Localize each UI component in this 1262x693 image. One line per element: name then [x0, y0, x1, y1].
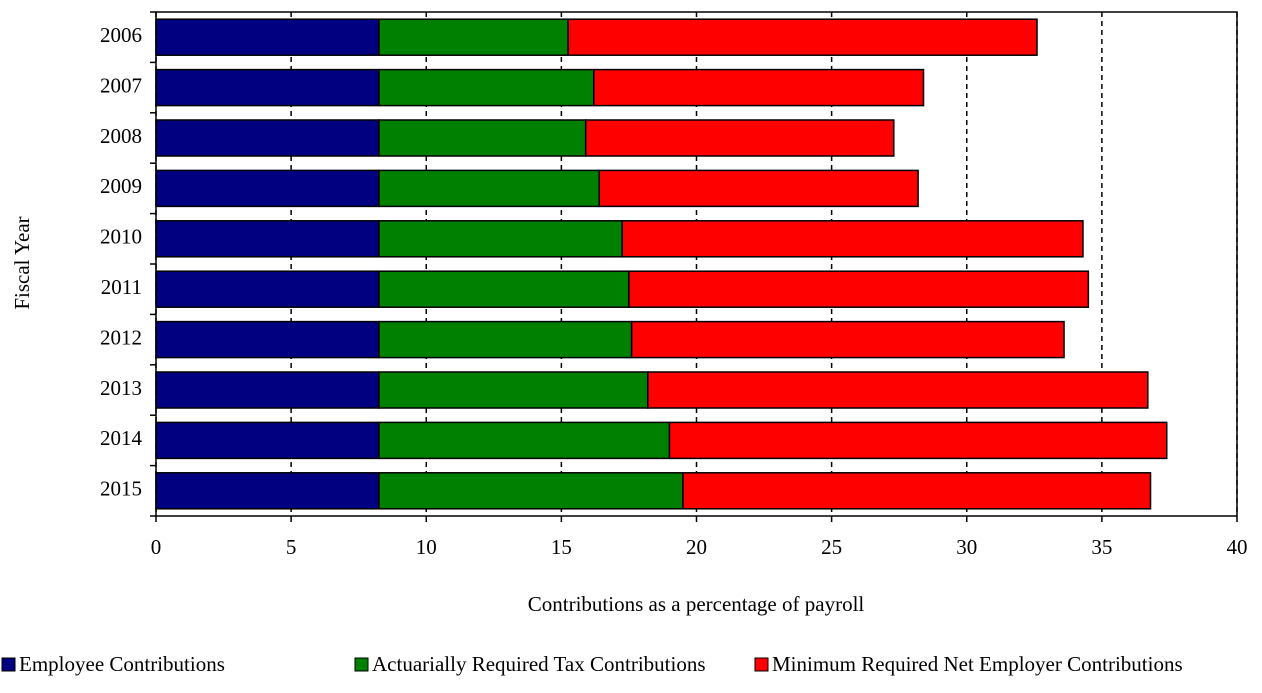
bar-segment	[155, 18, 380, 56]
x-tick-label: 15	[551, 535, 572, 559]
legend-swatch	[1, 657, 16, 672]
bar-segment	[567, 18, 1038, 56]
bar-segment	[155, 270, 380, 308]
bar-segment	[155, 169, 380, 208]
bar-segment	[593, 68, 925, 107]
bar-segment	[378, 68, 595, 107]
y-tick-label: 2009	[100, 174, 142, 198]
x-tick-label: 30	[956, 535, 977, 559]
bar-segment	[378, 421, 671, 460]
bar-segment	[584, 119, 895, 157]
legend-swatch	[354, 657, 369, 672]
bar-segment	[647, 371, 1149, 409]
x-tick-label: 40	[1227, 535, 1248, 559]
bar-segment	[668, 421, 1168, 460]
bar-segment	[378, 270, 630, 308]
bar-segment	[598, 169, 919, 208]
legend-swatch	[754, 657, 769, 672]
bar-segment	[155, 320, 380, 359]
y-tick-label: 2014	[100, 426, 143, 450]
x-tick-label: 5	[286, 535, 297, 559]
y-tick-label: 2006	[100, 23, 142, 47]
y-tick-label: 2013	[100, 376, 142, 400]
y-axis-title: Fiscal Year	[10, 216, 34, 309]
bar-segment	[155, 472, 380, 510]
x-tick-label: 0	[151, 535, 162, 559]
legend-label: Employee Contributions	[19, 652, 225, 676]
bar-segment	[378, 371, 649, 409]
bar-segment	[378, 472, 684, 510]
x-tick-label: 25	[821, 535, 842, 559]
bar-segment	[628, 270, 1090, 308]
bar-segment	[155, 371, 380, 409]
y-tick-label: 2011	[101, 275, 142, 299]
legend-label: Actuarially Required Tax Contributions	[372, 652, 706, 676]
bar-segment	[621, 220, 1084, 258]
plot-frame	[155, 11, 1238, 517]
bar-segment	[378, 18, 569, 56]
bar-segment	[378, 320, 633, 359]
x-tick-label: 10	[416, 535, 437, 559]
x-tick-label: 20	[686, 535, 707, 559]
x-tick-label: 35	[1091, 535, 1112, 559]
bar-segment	[155, 119, 380, 157]
bar-segment	[378, 119, 587, 157]
x-axis-title: Contributions as a percentage of payroll	[528, 592, 865, 616]
bar-segment	[155, 220, 380, 258]
y-tick-label: 2007	[100, 73, 142, 97]
bar-segment	[630, 320, 1065, 359]
y-tick-label: 2015	[100, 477, 142, 501]
bar-segment	[155, 68, 380, 107]
y-tick-label: 2008	[100, 124, 142, 148]
y-tick-label: 2010	[100, 225, 142, 249]
legend-label: Minimum Required Net Employer Contributi…	[772, 652, 1183, 676]
bar-segment	[378, 169, 600, 208]
bar-segment	[682, 472, 1152, 510]
bar-segment	[378, 220, 623, 258]
bar-segment	[155, 421, 380, 460]
y-tick-label: 2012	[100, 325, 142, 349]
